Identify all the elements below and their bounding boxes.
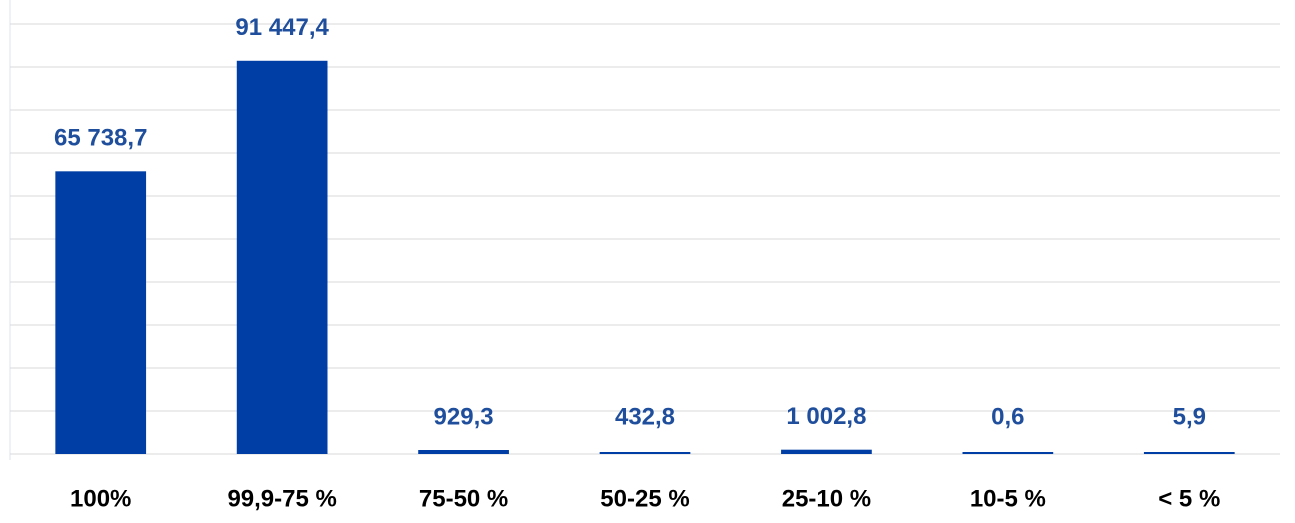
data-label: 432,8 — [615, 403, 675, 430]
x-tick-label: < 5 % — [1158, 485, 1220, 512]
data-label: 91 447,4 — [235, 14, 329, 41]
x-tick-label: 99,9-75 % — [227, 485, 336, 512]
bar — [418, 450, 509, 454]
x-tick-label: 50-25 % — [600, 485, 689, 512]
x-tick-label: 75-50 % — [419, 485, 508, 512]
data-label: 929,3 — [434, 403, 494, 430]
x-tick-label: 25-10 % — [782, 485, 871, 512]
bar — [55, 171, 147, 454]
bar — [962, 452, 1054, 454]
bar — [236, 60, 328, 454]
x-tick-label: 100% — [70, 485, 131, 512]
x-tick-label: 10-5 % — [970, 485, 1046, 512]
data-label: 1 002,8 — [786, 403, 866, 430]
bar — [1143, 452, 1235, 454]
data-label: 65 738,7 — [54, 125, 147, 152]
data-label: 5,9 — [1173, 403, 1206, 430]
bar — [599, 452, 691, 454]
bar — [781, 449, 872, 454]
data-label: 0,6 — [991, 403, 1024, 430]
